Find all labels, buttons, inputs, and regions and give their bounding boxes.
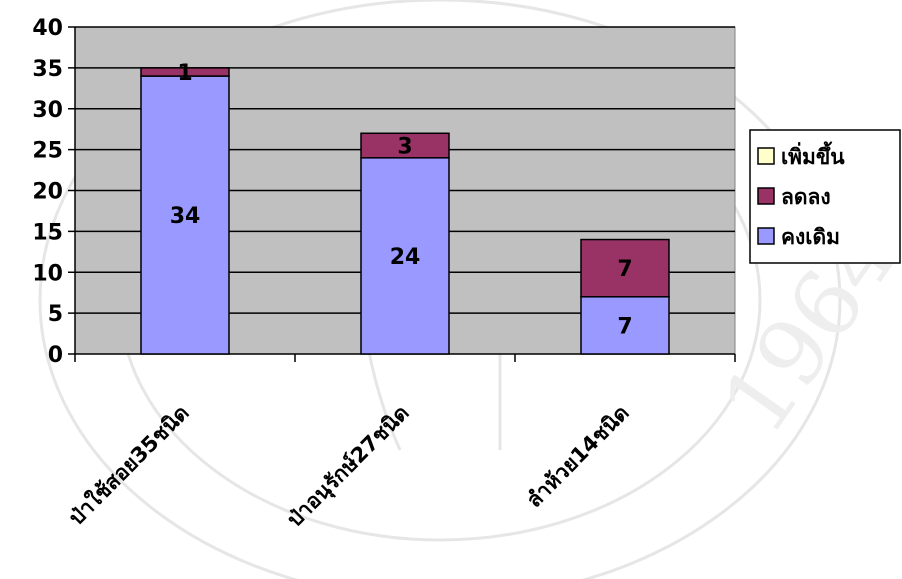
y-tick-label-25: 25	[32, 139, 63, 164]
y-tick-label-35: 35	[32, 57, 63, 82]
data-label-คงเดิม-1: 24	[390, 245, 421, 270]
legend-swatch-คงเดิม	[757, 227, 775, 245]
legend-label-ลดลง: ลดลง	[781, 185, 831, 209]
category-label-1: ป่าอนุรักษ์27ชนิด	[282, 401, 415, 534]
data-label-ลดลง-2: 7	[617, 257, 632, 282]
legend-swatch-เพิ่มขึ้น	[757, 147, 775, 165]
category-label-2: ลำห้วย14ชนิด	[522, 401, 634, 513]
y-tick-label-0: 0	[48, 343, 63, 368]
y-tick-label-5: 5	[48, 302, 63, 327]
bar-คงเดิม-2	[580, 296, 670, 355]
bar-ลดลง-1	[360, 132, 450, 159]
legend-box	[749, 129, 901, 264]
data-label-คงเดิม-2: 7	[617, 314, 632, 339]
data-label-ลดลง-1: 3	[397, 135, 412, 160]
y-tick-label-10: 10	[32, 261, 63, 286]
bar-คงเดิม-0	[140, 75, 230, 355]
category-label-0: ป่าใช้สอย35ชนิด	[64, 400, 194, 530]
seal-ring-outer	[38, 0, 842, 579]
y-tick-label-20: 20	[32, 180, 63, 205]
legend-label-เพิ่มขึ้น: เพิ่มขึ้น	[781, 141, 845, 169]
data-label-คงเดิม-0: 34	[170, 204, 201, 229]
y-tick-label-15: 15	[32, 220, 63, 245]
legend-label-คงเดิม: คงเดิม	[781, 225, 840, 249]
bar-ลดลง-0	[140, 67, 230, 77]
y-tick-label-40: 40	[32, 16, 63, 41]
legend-swatch-ลดลง	[757, 187, 775, 205]
y-tick-label-30: 30	[32, 98, 63, 123]
data-label-ลดลง-0: 1	[177, 61, 192, 86]
bar-คงเดิม-1	[360, 157, 450, 355]
bar-ลดลง-2	[580, 238, 670, 298]
